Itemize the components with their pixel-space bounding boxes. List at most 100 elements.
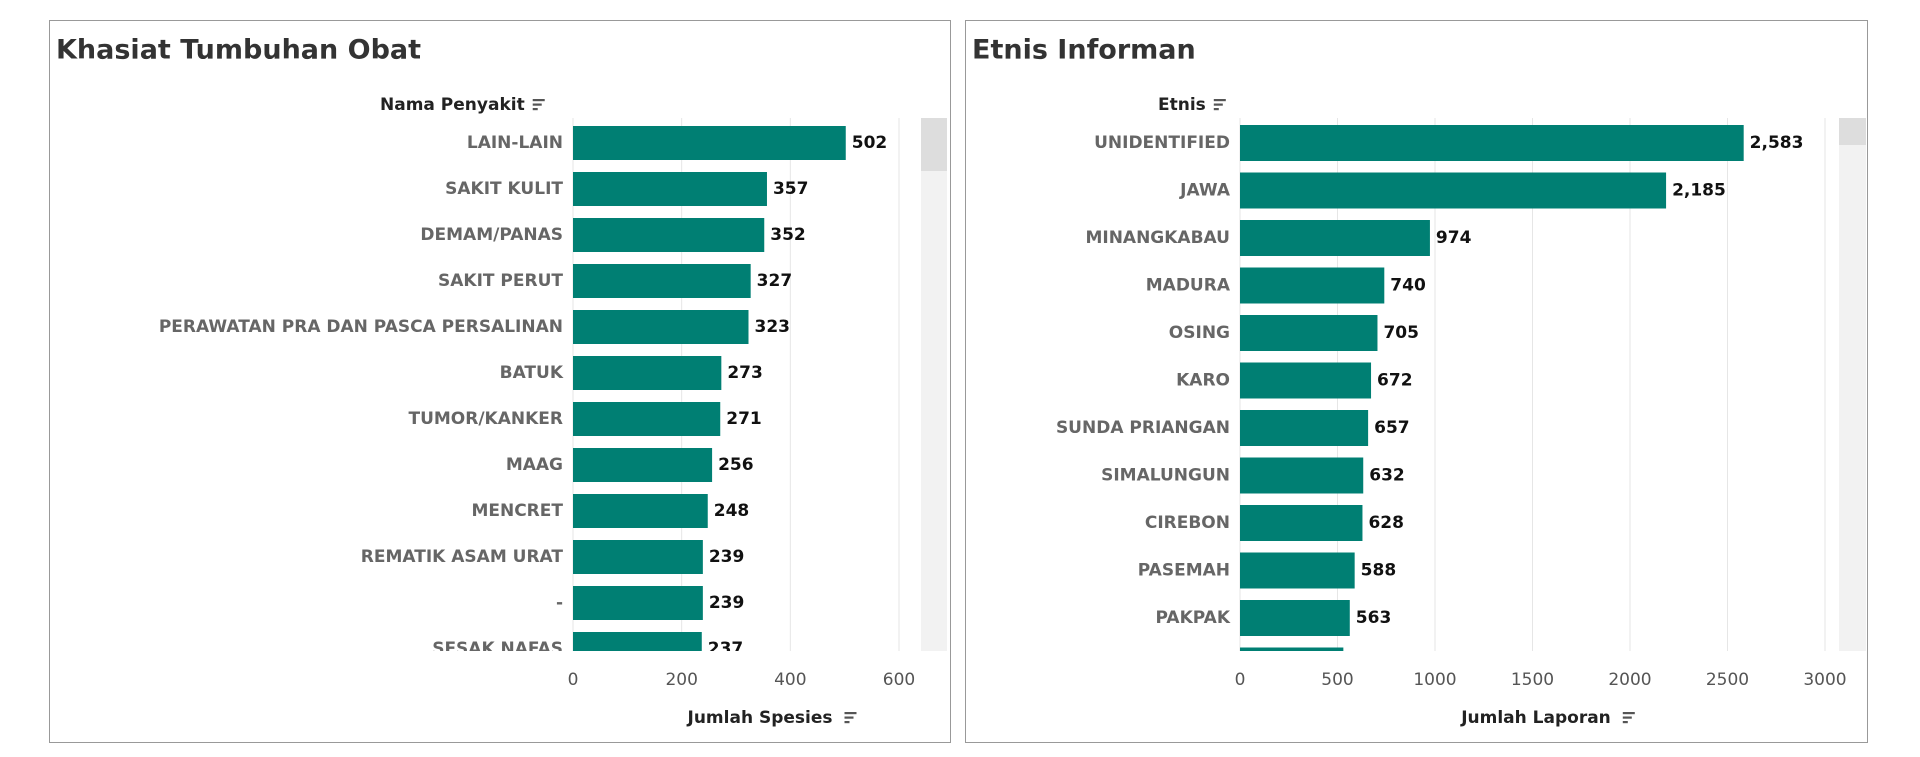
sort-icon (844, 716, 854, 719)
plot-area: LAIN-LAIN 502 SAKIT KULIT 357 DEMAM/PANAS 352… (159, 126, 888, 659)
value-label: 239 (709, 547, 745, 567)
category-label: MADURA (1146, 276, 1231, 296)
plot-area: UNIDENTIFIED 2,583 JAWA 2,185 MINANGKABAU 974… (1056, 125, 1804, 651)
value-label: 2,583 (1750, 133, 1804, 153)
bar (573, 402, 721, 436)
category-label: SIMALUNGUN (1101, 466, 1230, 486)
category-label: SAKIT KULIT (445, 179, 563, 199)
category-header: Etnis (1158, 95, 1206, 115)
category-label: SESAK NAFAS (432, 639, 563, 659)
value-label: 657 (1374, 418, 1410, 438)
category-label: DEMAM/PANAS (420, 225, 563, 245)
category-label: CIREBON (1145, 513, 1230, 533)
category-label: SUNDA PRIANGAN (1056, 418, 1230, 438)
bar (573, 448, 713, 482)
bar (573, 632, 702, 651)
scrollbar[interactable] (1839, 118, 1866, 651)
sort-icon (1213, 99, 1226, 102)
bar (1240, 315, 1378, 351)
category-label: - (556, 593, 563, 613)
sort-icon (532, 108, 538, 111)
category-label: REMATIK ASAM URAT (361, 547, 564, 567)
sort-icon (1213, 108, 1219, 111)
sort-icon (532, 103, 542, 106)
x-tick-label: 0 (1235, 670, 1246, 690)
sort-icon (1622, 721, 1628, 724)
value-label: 239 (709, 593, 745, 613)
bar (1240, 647, 1344, 651)
scrollbar-thumb[interactable] (921, 118, 947, 171)
x-axis-title: Jumlah Laporan (1460, 708, 1611, 728)
value-label: 271 (726, 409, 762, 429)
category-label: JAWA (1179, 181, 1231, 201)
sort-icon (1622, 716, 1632, 719)
value-label: 628 (1368, 513, 1404, 533)
sort-icon (1213, 103, 1223, 106)
bar (1240, 362, 1372, 399)
value-label: 740 (1390, 276, 1426, 296)
value-label: 705 (1383, 323, 1419, 343)
chart-title: Etnis Informan (972, 35, 1196, 66)
category-label: PASEMAH (1138, 561, 1230, 581)
sort-icon (532, 99, 545, 102)
bar (573, 264, 751, 298)
value-label: 563 (1356, 608, 1392, 628)
bar (573, 172, 767, 206)
bar (573, 126, 846, 160)
bar (573, 586, 703, 620)
sort-icon (844, 712, 857, 715)
value-label: 502 (852, 133, 888, 153)
value-label: 974 (1436, 228, 1472, 248)
chart-title: Khasiat Tumbuhan Obat (56, 35, 421, 66)
panel-border (49, 20, 951, 743)
value-label: 357 (773, 179, 809, 199)
category-label: MENCRET (471, 501, 563, 521)
x-axis-title: Jumlah Spesies (687, 708, 833, 728)
x-tick-label: 600 (883, 670, 915, 690)
bar (1240, 172, 1667, 209)
category-label: KARO (1176, 371, 1230, 391)
x-tick-label: 500 (1321, 670, 1353, 690)
category-label: PAKPAK (1156, 608, 1231, 628)
category-label: MAAG (506, 455, 563, 475)
value-label: 588 (1361, 561, 1397, 581)
category-header: Nama Penyakit (380, 95, 525, 115)
value-label: 672 (1377, 371, 1413, 391)
bar (1240, 457, 1364, 494)
bar (1240, 410, 1369, 446)
category-label: BATUK (500, 363, 564, 383)
x-tick-label: 200 (665, 670, 697, 690)
value-label: 273 (727, 363, 763, 383)
bar (1240, 505, 1363, 541)
bar (573, 356, 722, 390)
category-label: PERAWATAN PRA DAN PASCA PERSALINAN (159, 317, 563, 337)
x-tick-label: 2000 (1608, 670, 1651, 690)
value-label: 632 (1369, 466, 1405, 486)
category-label: LAIN-LAIN (467, 133, 563, 153)
bar (1240, 220, 1430, 256)
x-tick-label: 3000 (1803, 670, 1846, 690)
x-tick-label: 2500 (1706, 670, 1749, 690)
bar (1240, 267, 1385, 304)
scrollbar-thumb[interactable] (1839, 118, 1866, 145)
bar (573, 540, 703, 574)
category-label: OSING (1169, 323, 1230, 343)
bar (1240, 552, 1355, 589)
value-label: 2,185 (1672, 181, 1726, 201)
value-label: 256 (718, 455, 754, 475)
category-label: MINANGKABAU (1085, 228, 1230, 248)
value-label: 248 (714, 501, 750, 521)
panel-border (965, 20, 1868, 743)
bar (573, 218, 765, 252)
category-label: TUMOR/KANKER (408, 409, 563, 429)
sort-icon (844, 721, 850, 724)
bar (573, 310, 749, 344)
scrollbar[interactable] (921, 118, 947, 651)
bar (1240, 125, 1744, 161)
value-label: 323 (754, 317, 790, 337)
sort-icon (1622, 712, 1635, 715)
value-label: 237 (708, 639, 744, 659)
x-tick-label: 0 (568, 670, 579, 690)
category-label: SAKIT PERUT (438, 271, 563, 291)
